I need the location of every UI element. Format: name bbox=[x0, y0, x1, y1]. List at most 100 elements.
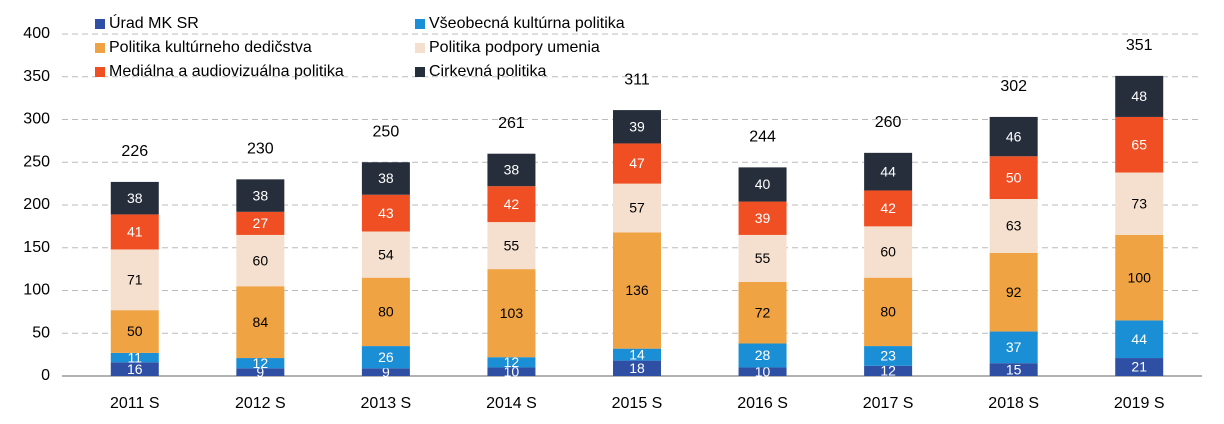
bar-segment bbox=[989, 252, 1038, 332]
value-label: 39 bbox=[629, 118, 645, 134]
total-label: 244 bbox=[749, 129, 776, 146]
y-tick-label: 50 bbox=[32, 324, 50, 341]
y-tick-label: 300 bbox=[23, 111, 50, 128]
bar-segment bbox=[487, 367, 536, 376]
bar-segment bbox=[738, 367, 787, 376]
x-tick-label: 2017 S bbox=[863, 395, 914, 412]
legend-label: Politika kultúrneho dedičstva bbox=[109, 39, 312, 56]
bar-segment bbox=[487, 357, 536, 368]
bar-segment bbox=[1115, 320, 1164, 359]
value-label: 42 bbox=[504, 196, 520, 212]
x-tick-label: 2011 S bbox=[110, 395, 160, 412]
x-tick-label: 2018 S bbox=[988, 395, 1039, 412]
legend-label: Mediálna a audiovizuálna politika bbox=[109, 63, 344, 80]
bar-segment bbox=[1115, 234, 1164, 321]
bar-segment bbox=[864, 277, 913, 347]
bar-segment bbox=[989, 363, 1038, 376]
bar-segment bbox=[1115, 172, 1164, 235]
bar-segment bbox=[613, 143, 661, 184]
value-label: 18 bbox=[629, 360, 645, 376]
bar-segment bbox=[236, 358, 285, 369]
bar-segment bbox=[613, 360, 661, 376]
value-label: 11 bbox=[128, 349, 143, 365]
value-label: 71 bbox=[127, 272, 143, 288]
value-label: 44 bbox=[880, 163, 896, 179]
bar-segment bbox=[487, 153, 536, 187]
value-label: 92 bbox=[1006, 284, 1022, 300]
y-tick-label: 200 bbox=[23, 196, 50, 213]
legend-swatch bbox=[95, 67, 105, 77]
value-label: 50 bbox=[1006, 169, 1022, 185]
legend-swatch bbox=[415, 19, 425, 29]
y-tick-label: 100 bbox=[23, 282, 50, 299]
bar-segment bbox=[613, 110, 661, 144]
value-label: 12 bbox=[880, 363, 896, 379]
legend-swatch bbox=[95, 43, 105, 53]
value-label: 9 bbox=[382, 364, 390, 380]
total-label: 302 bbox=[1000, 78, 1027, 95]
value-label: 57 bbox=[629, 200, 645, 216]
bar-segment bbox=[738, 281, 787, 344]
bar-segment bbox=[236, 179, 285, 212]
bar-segment bbox=[361, 231, 410, 278]
bar-segment bbox=[1115, 116, 1164, 173]
value-label: 28 bbox=[755, 347, 771, 363]
value-label: 84 bbox=[253, 314, 269, 330]
bar-segment bbox=[864, 346, 913, 366]
bar-segment bbox=[738, 234, 787, 282]
value-label: 54 bbox=[378, 246, 394, 262]
value-label: 73 bbox=[1131, 195, 1147, 211]
value-label: 38 bbox=[127, 190, 143, 206]
bar-segment bbox=[487, 269, 536, 358]
value-label: 41 bbox=[127, 224, 143, 240]
bar-segment bbox=[110, 214, 159, 250]
value-label: 15 bbox=[1006, 361, 1022, 377]
value-label: 48 bbox=[1131, 88, 1147, 104]
bar-segment bbox=[236, 368, 285, 376]
x-tick-label: 2014 S bbox=[486, 395, 537, 412]
value-label: 27 bbox=[253, 215, 269, 231]
value-label: 65 bbox=[1131, 136, 1147, 152]
bar-segment bbox=[361, 162, 410, 195]
bar-segment bbox=[864, 190, 913, 227]
bar-segment bbox=[110, 352, 159, 363]
bar-segment bbox=[864, 152, 913, 191]
legend-swatch bbox=[415, 67, 425, 77]
y-tick-label: 150 bbox=[23, 239, 50, 256]
value-label: 42 bbox=[880, 200, 896, 216]
bar-segment bbox=[110, 249, 159, 311]
y-tick-label: 0 bbox=[41, 367, 50, 384]
total-label: 311 bbox=[624, 71, 650, 88]
value-label: 63 bbox=[1006, 218, 1022, 234]
value-label: 50 bbox=[127, 323, 143, 339]
value-label: 37 bbox=[1006, 339, 1022, 355]
bar-segment bbox=[1115, 358, 1164, 376]
total-label: 261 bbox=[498, 115, 525, 132]
bar-segment bbox=[864, 365, 913, 376]
bar-segment bbox=[738, 201, 787, 235]
value-label: 38 bbox=[378, 170, 394, 186]
x-tick-label: 2016 S bbox=[737, 395, 788, 412]
legend-label: Všeobecná kultúrna politika bbox=[429, 15, 625, 32]
total-label: 230 bbox=[247, 141, 274, 158]
bar-segment bbox=[487, 222, 536, 270]
value-label: 100 bbox=[1128, 269, 1152, 285]
x-tick-label: 2013 S bbox=[361, 395, 412, 412]
value-label: 46 bbox=[1006, 128, 1022, 144]
total-label: 351 bbox=[1126, 37, 1153, 54]
bar-segment bbox=[110, 310, 159, 353]
value-label: 60 bbox=[253, 252, 269, 268]
value-label: 55 bbox=[504, 237, 520, 253]
x-tick-label: 2015 S bbox=[612, 395, 663, 412]
value-label: 38 bbox=[253, 187, 269, 203]
value-label: 103 bbox=[500, 305, 524, 321]
bar-segment bbox=[989, 156, 1038, 200]
bar-segment bbox=[613, 232, 661, 349]
value-label: 39 bbox=[755, 210, 771, 226]
legend-label: Úrad MK SR bbox=[109, 13, 199, 32]
bar-segment bbox=[236, 211, 285, 235]
bar-segment bbox=[361, 368, 410, 376]
legend-swatch bbox=[95, 19, 105, 29]
x-tick-label: 2012 S bbox=[235, 395, 286, 412]
